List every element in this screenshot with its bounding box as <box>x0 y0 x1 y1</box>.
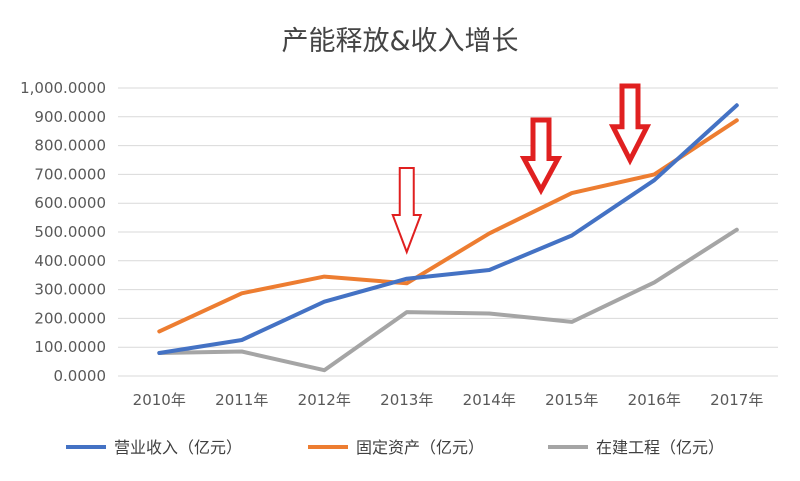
data-point <box>322 368 326 372</box>
legend-label: 在建工程（亿元） <box>596 438 724 457</box>
gridlines <box>118 87 778 377</box>
y-tick-label: 0.0000 <box>54 367 107 385</box>
data-point <box>487 231 491 235</box>
x-tick-label: 2011年 <box>215 391 268 409</box>
legend-label: 固定资产（亿元） <box>356 438 484 457</box>
data-point <box>735 103 739 107</box>
y-tick-label: 700.0000 <box>34 165 106 183</box>
y-tick-label: 100.0000 <box>34 338 106 356</box>
y-tick-label: 400.0000 <box>34 252 106 270</box>
x-tick-label: 2014年 <box>463 391 516 409</box>
x-tick-label: 2017年 <box>710 391 763 409</box>
data-point <box>570 233 574 237</box>
series-line <box>157 118 739 334</box>
data-point <box>240 350 244 354</box>
y-tick-label: 800.0000 <box>34 137 106 155</box>
y-axis-ticks: 0.0000 100.0000 200.0000 300.0000 400.0000 50… <box>20 79 106 385</box>
y-tick-label: 300.0000 <box>34 281 106 299</box>
y-tick-label: 200.0000 <box>34 309 106 327</box>
data-point <box>157 329 161 333</box>
data-point <box>157 351 161 355</box>
data-point <box>240 291 244 295</box>
down-arrow-icon <box>519 117 563 196</box>
series-line <box>157 103 739 355</box>
y-tick-label: 900.0000 <box>34 108 106 126</box>
data-point <box>652 178 656 182</box>
data-point <box>405 277 409 281</box>
data-point <box>652 280 656 284</box>
x-axis-ticks: 2010年 2011年 2012年 2013年 2014年 2015年 2016年 2017年 <box>133 391 764 409</box>
series-line <box>157 227 739 373</box>
data-point <box>487 312 491 316</box>
annotation-arrows <box>391 83 652 255</box>
data-point <box>322 275 326 279</box>
x-tick-label: 2012年 <box>298 391 351 409</box>
chart-title: 产能释放&收入增长 <box>281 26 518 57</box>
x-tick-label: 2013年 <box>380 391 433 409</box>
x-tick-label: 2010年 <box>133 391 186 409</box>
data-point <box>240 338 244 342</box>
data-point <box>405 281 409 285</box>
legend: 营业收入（亿元） 固定资产（亿元） 在建工程（亿元） <box>66 438 724 457</box>
y-tick-label: 500.0000 <box>34 223 106 241</box>
data-point <box>652 172 656 176</box>
y-tick-label: 1,000.0000 <box>20 79 106 97</box>
data-point <box>487 268 491 272</box>
data-point <box>570 191 574 195</box>
down-arrow-icon <box>391 167 423 255</box>
y-tick-label: 600.0000 <box>34 194 106 212</box>
data-point <box>405 310 409 314</box>
data-point <box>735 228 739 232</box>
data-point <box>735 118 739 122</box>
x-tick-label: 2016年 <box>628 391 681 409</box>
down-arrow-icon <box>608 83 652 166</box>
series-lines <box>157 103 739 373</box>
x-tick-label: 2015年 <box>545 391 598 409</box>
legend-label: 营业收入（亿元） <box>114 438 242 457</box>
data-point <box>322 300 326 304</box>
data-point <box>570 320 574 324</box>
